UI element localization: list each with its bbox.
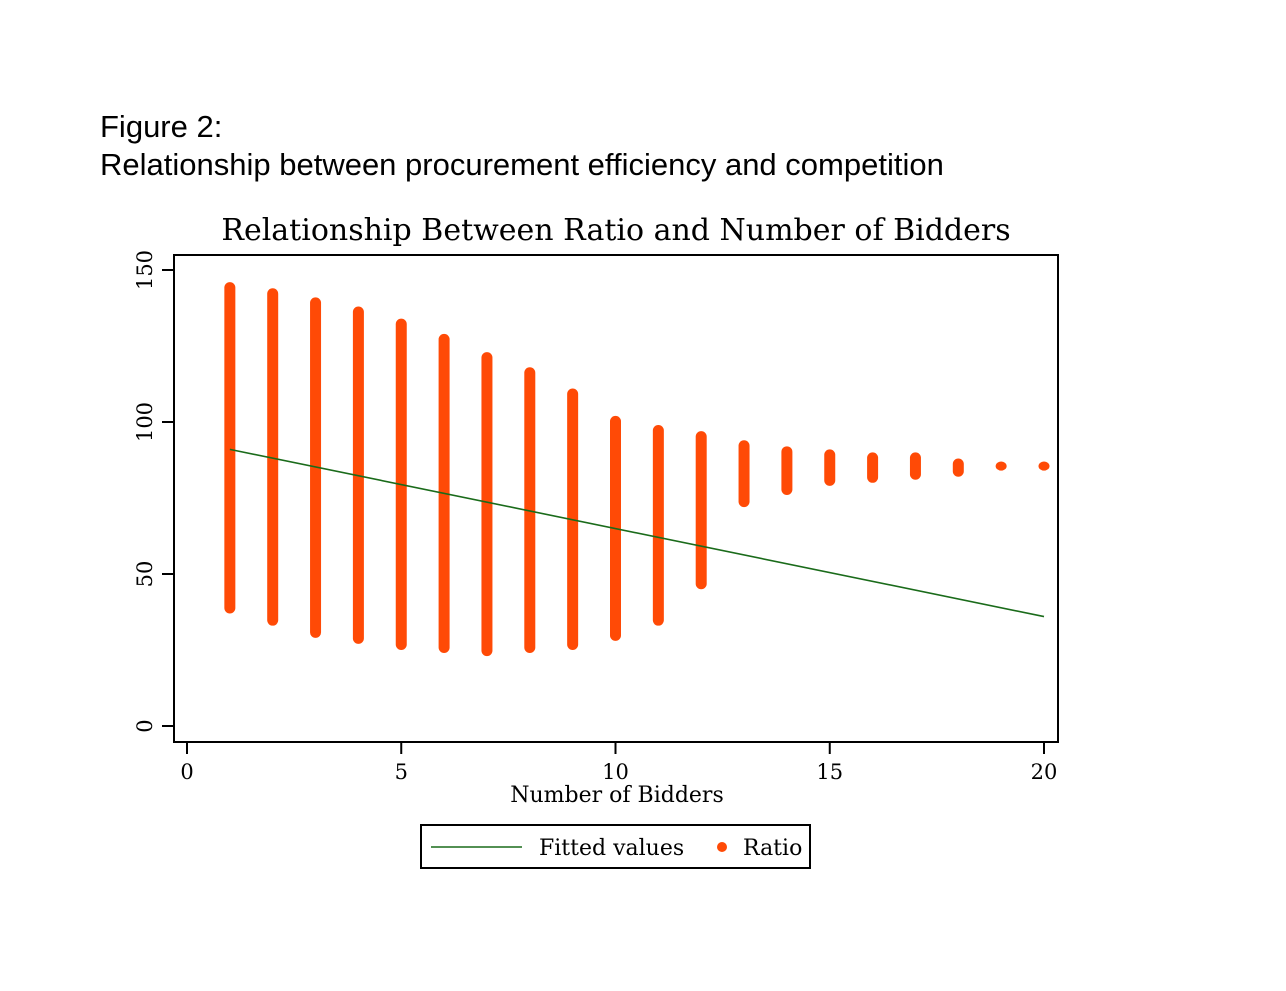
- ratio-point-column: [267, 288, 279, 626]
- ratio-point-column: [952, 458, 964, 477]
- x-tick-label: 20: [1031, 760, 1058, 784]
- ratio-point-column: [695, 431, 707, 590]
- x-axis: 0 5 10 15 20: [180, 742, 1057, 784]
- figure-title: Relationship between procurement efficie…: [100, 147, 944, 182]
- x-tick-label: 10: [602, 760, 629, 784]
- ratio-point-column: [652, 425, 664, 626]
- x-axis-label: Number of Bidders: [510, 783, 723, 808]
- ratio-point-column: [824, 449, 836, 486]
- chart-title: Relationship Between Ratio and Number of…: [221, 213, 1010, 248]
- ratio-series: [224, 282, 1050, 657]
- y-axis: 0 50 100 150: [133, 250, 174, 733]
- ratio-point-column: [781, 446, 793, 495]
- ratio-point-column: [909, 452, 921, 480]
- fitted-line: [229, 448, 1045, 618]
- y-tick-label: 150: [133, 250, 157, 290]
- y-tick-label: 0: [133, 719, 157, 732]
- legend: Fitted values Ratio: [420, 824, 811, 869]
- figure-number: Figure 2:: [100, 109, 223, 144]
- x-tick-label: 5: [395, 760, 408, 784]
- ratio-point-column: [481, 352, 493, 657]
- figure-caption: Figure 2: Relationship between procureme…: [100, 108, 944, 184]
- x-tick-label: 15: [816, 760, 843, 784]
- ratio-point-column: [995, 461, 1007, 471]
- legend-fitted-label: Fitted values: [539, 836, 684, 861]
- ratio-point-column: [224, 282, 236, 614]
- x-tick-label: 0: [180, 760, 193, 784]
- legend-ratio-label: Ratio: [743, 836, 802, 861]
- ratio-point-column: [867, 452, 879, 483]
- fitted-series: [229, 448, 1045, 618]
- y-tick-label: 50: [133, 561, 157, 588]
- ratio-point-column: [738, 440, 750, 508]
- legend-ratio-swatch: [717, 842, 727, 852]
- ratio-point-column: [1038, 461, 1050, 471]
- y-tick-label: 100: [133, 402, 157, 442]
